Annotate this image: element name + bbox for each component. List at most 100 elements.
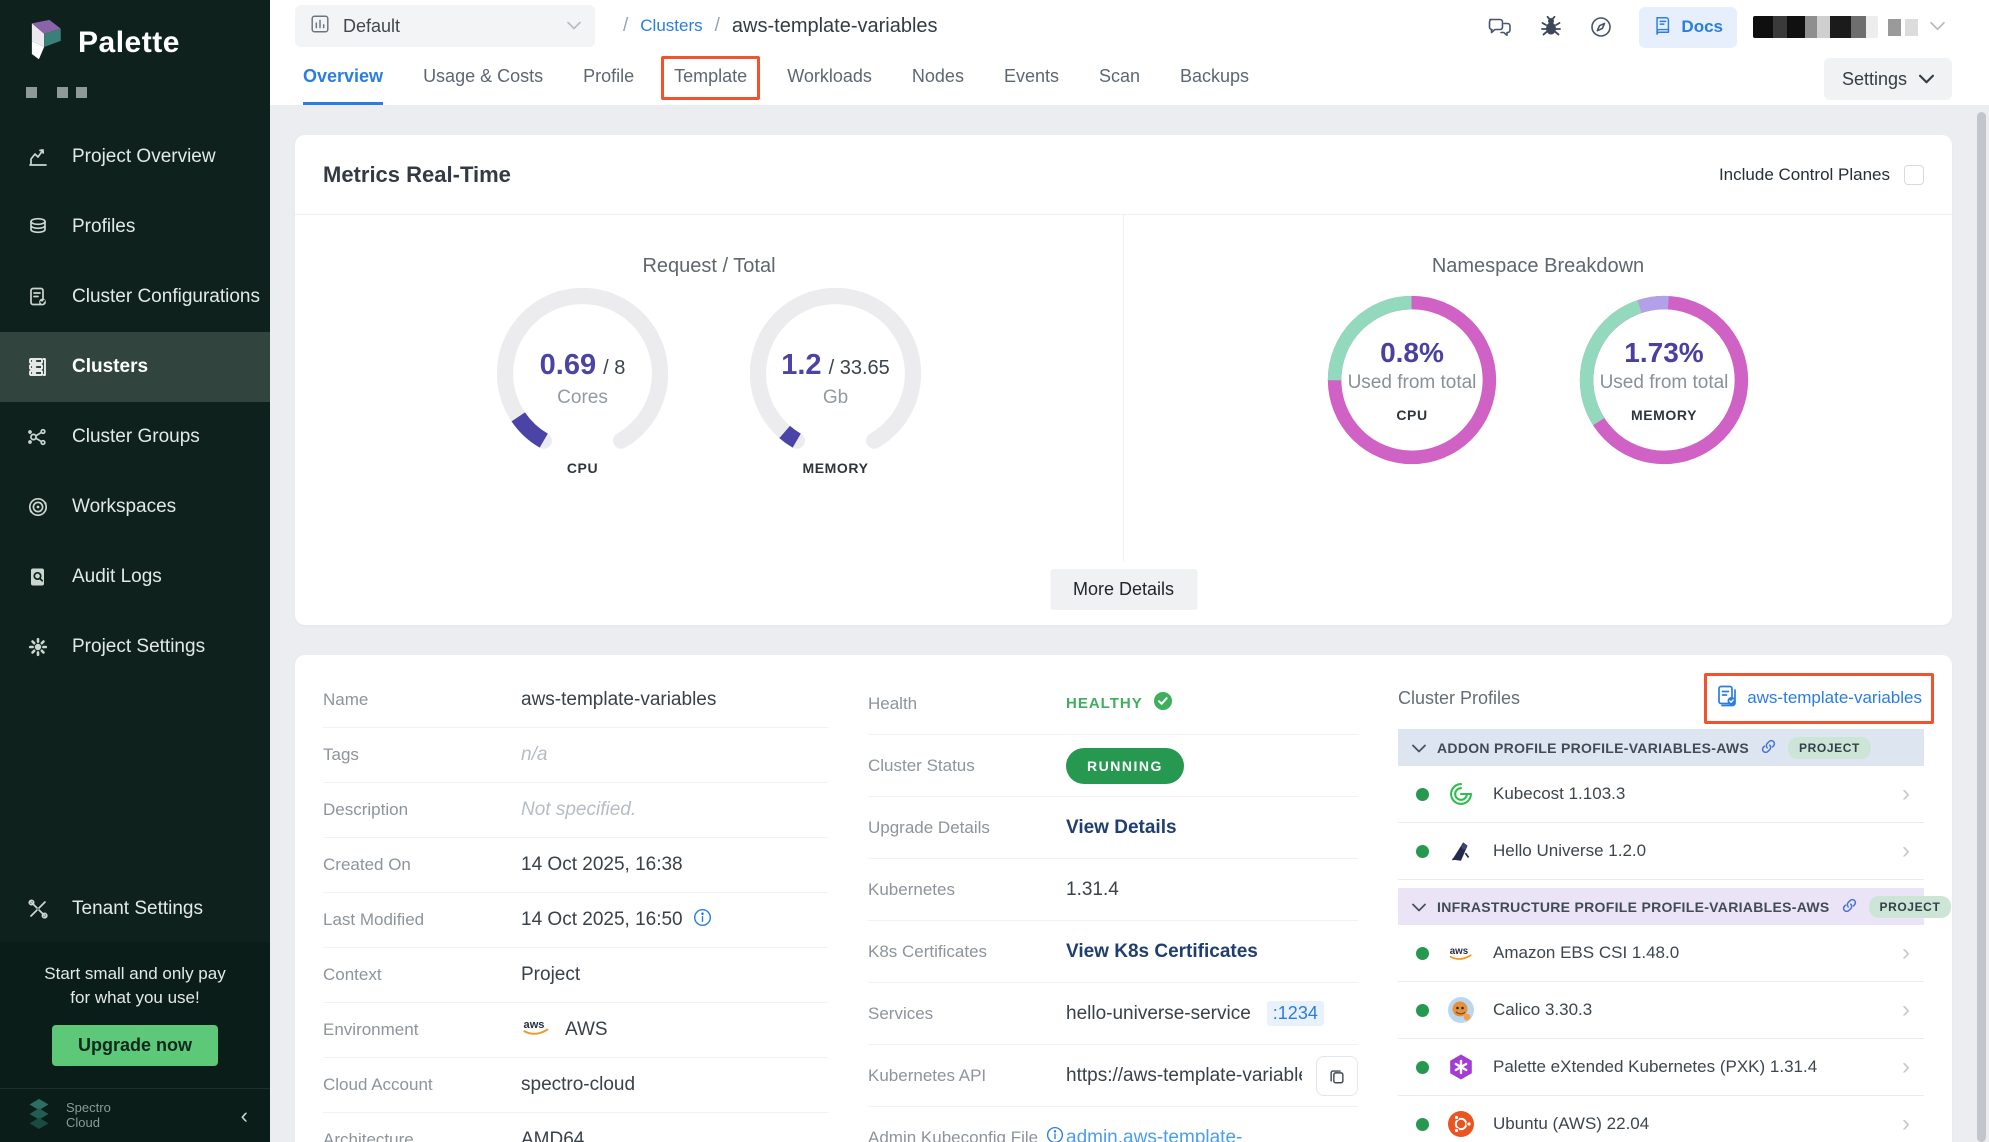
sidebar-item-profiles[interactable]: Profiles xyxy=(0,192,270,262)
user-menu-chevron-icon[interactable] xyxy=(1930,18,1945,36)
detail-row-upgrade-details: Upgrade Details View Details xyxy=(868,797,1358,859)
sidebar-item-workspaces[interactable]: Workspaces xyxy=(0,472,270,542)
layers-icon xyxy=(26,215,50,239)
profile-pack-ubuntu[interactable]: Ubuntu (AWS) 22.04 › xyxy=(1398,1096,1924,1142)
vertical-scrollbar[interactable] xyxy=(1977,112,1986,1142)
sidebar-item-cluster-configurations[interactable]: Cluster Configurations xyxy=(0,262,270,332)
chart-icon xyxy=(26,145,50,169)
view-details-link[interactable]: View Details xyxy=(1066,816,1177,838)
link-icon xyxy=(1760,738,1777,758)
upgrade-text-line2: for what you use! xyxy=(70,988,200,1008)
sidebar-item-cluster-groups[interactable]: Cluster Groups xyxy=(0,402,270,472)
redacted-username xyxy=(1753,16,1878,38)
cpu-gauge: 0.69 / 8 Cores CPU xyxy=(495,286,670,476)
chevron-down-icon xyxy=(1412,740,1426,756)
detail-row-tags: Tags n/a xyxy=(323,728,828,783)
check-circle-icon xyxy=(1153,691,1173,717)
bug-icon[interactable] xyxy=(1539,15,1563,39)
memory-unit: Gb xyxy=(822,386,849,408)
breadcrumb-link-clusters[interactable]: Clusters xyxy=(640,16,703,35)
ubuntu-logo xyxy=(1446,1109,1476,1139)
pack-name: Calico 3.30.3 xyxy=(1493,1000,1593,1019)
cluster-profile-link-wrap[interactable]: aws-template-variables xyxy=(1704,672,1934,724)
sidebar-item-clusters[interactable]: Clusters xyxy=(0,332,270,402)
tab-workloads[interactable]: Workloads xyxy=(787,66,872,86)
view-k8s-certificates-link[interactable]: View K8s Certificates xyxy=(1066,940,1258,962)
sidebar-collapse-icon[interactable]: ‹ xyxy=(240,1102,248,1128)
cpu-namespace-ring: 0.8% Used from total CPU xyxy=(1326,294,1498,466)
profile-pack-pxk[interactable]: Palette eXtended Kubernetes (PXK) 1.31.4… xyxy=(1398,1039,1924,1096)
admin-kubeconfig-link[interactable]: admin.aws-template- xyxy=(1066,1126,1243,1142)
tab-profile[interactable]: Profile xyxy=(583,66,635,86)
sidebar-item-project-settings[interactable]: Project Settings xyxy=(0,612,270,682)
status-dot xyxy=(1416,1003,1429,1017)
info-icon[interactable] xyxy=(693,908,712,933)
memory-total-value: / 33.65 xyxy=(828,356,890,379)
sidebar-item-label: Tenant Settings xyxy=(72,897,203,919)
upgrade-text-line1: Start small and only pay xyxy=(44,963,226,983)
sidebar-item-audit-logs[interactable]: Audit Logs xyxy=(0,542,270,612)
upgrade-banner: Start small and only pay for what you us… xyxy=(0,941,270,1088)
palette-logo-icon xyxy=(24,16,66,69)
profile-pack-kubecost[interactable]: Kubecost 1.103.3 › xyxy=(1398,766,1924,823)
tab-template[interactable]: Template xyxy=(661,56,761,105)
request-total-panel: Request / Total 0.69 / 8 xyxy=(295,215,1123,561)
nodes-icon xyxy=(26,425,50,449)
tab-nodes[interactable]: Nodes xyxy=(911,66,964,86)
sidebar-footer: Spectro Cloud ‹ xyxy=(0,1088,270,1142)
addon-profile-section-header[interactable]: ADDON PROFILE PROFILE-VARIABLES-AWS PROJ… xyxy=(1398,729,1924,766)
servers-icon xyxy=(26,355,50,379)
cluster-tabs: Overview Usage & Costs Profile Template … xyxy=(270,52,1249,105)
infrastructure-profile-section-header[interactable]: INFRASTRUCTURE PROFILE PROFILE-VARIABLES… xyxy=(1398,888,1952,925)
more-details-button[interactable]: More Details xyxy=(1049,569,1198,610)
tab-usage-costs[interactable]: Usage & Costs xyxy=(423,66,544,86)
memory-namespace-ring: 1.73% Used from total MEMORY xyxy=(1578,294,1750,466)
service-port-link[interactable]: :1234 xyxy=(1266,1001,1324,1026)
detail-row-health: Health HEALTHY xyxy=(868,673,1358,735)
aws-logo: aws xyxy=(1446,938,1476,968)
compass-icon[interactable] xyxy=(1589,15,1613,39)
pack-name: Amazon EBS CSI 1.48.0 xyxy=(1493,943,1680,962)
sidebar-item-label: Cluster Groups xyxy=(72,426,200,447)
tab-backups[interactable]: Backups xyxy=(1180,66,1250,86)
breadcrumb-separator: / xyxy=(714,15,720,36)
cluster-name-value: aws-template-variables xyxy=(521,689,717,710)
aws-logo: aws xyxy=(521,1016,555,1044)
cpu-total-value: / 8 xyxy=(603,356,626,379)
memory-gauge-label: MEMORY xyxy=(802,460,869,476)
tab-scan[interactable]: Scan xyxy=(1098,66,1140,86)
include-control-planes-checkbox[interactable] xyxy=(1904,164,1924,185)
docs-button[interactable]: Docs xyxy=(1639,6,1737,48)
created-on-value: 14 Oct 2025, 16:38 xyxy=(521,854,683,875)
sidebar: Palette Project Overview Profiles xyxy=(0,0,270,1142)
sidebar-item-tenant-settings[interactable]: Tenant Settings xyxy=(0,876,270,942)
sidebar-item-label: Project Settings xyxy=(72,636,206,657)
brand-block: Palette xyxy=(0,0,270,98)
namespace-breakdown-title: Namespace Breakdown xyxy=(1431,255,1645,277)
redacted-tenant-badges xyxy=(26,87,270,98)
sidebar-item-label: Workspaces xyxy=(72,496,177,517)
project-selector[interactable]: Default xyxy=(295,5,595,47)
tab-events[interactable]: Events xyxy=(1003,66,1059,86)
detail-row-description: Description Not specified. xyxy=(323,783,828,838)
book-icon xyxy=(1653,15,1672,40)
profile-pack-calico[interactable]: Calico 3.30.3 › xyxy=(1398,982,1924,1039)
orbit-icon xyxy=(26,495,50,519)
tags-value: n/a xyxy=(521,744,548,765)
info-icon[interactable] xyxy=(1046,1126,1064,1142)
sidebar-item-project-overview[interactable]: Project Overview xyxy=(0,122,270,192)
chevron-right-icon: › xyxy=(1902,1053,1910,1080)
chevron-right-icon: › xyxy=(1902,1110,1910,1137)
detail-row-last-modified: Last Modified 14 Oct 2025, 16:50 xyxy=(323,893,828,948)
profile-pack-amazon-ebs-csi[interactable]: aws Amazon EBS CSI 1.48.0 › xyxy=(1398,925,1924,982)
sidebar-item-label: Profiles xyxy=(72,216,136,237)
copy-button[interactable] xyxy=(1316,1055,1358,1096)
gear-icon xyxy=(26,635,50,659)
tab-overview[interactable]: Overview xyxy=(303,66,384,105)
svg-text:aws: aws xyxy=(524,1019,545,1031)
settings-button[interactable]: Settings xyxy=(1823,58,1952,100)
upgrade-now-button[interactable]: Upgrade now xyxy=(51,1025,218,1066)
chat-icon[interactable] xyxy=(1487,15,1513,39)
brand-name: Palette xyxy=(78,25,180,59)
profile-pack-hello-universe[interactable]: Hello Universe 1.2.0 › xyxy=(1398,823,1924,880)
